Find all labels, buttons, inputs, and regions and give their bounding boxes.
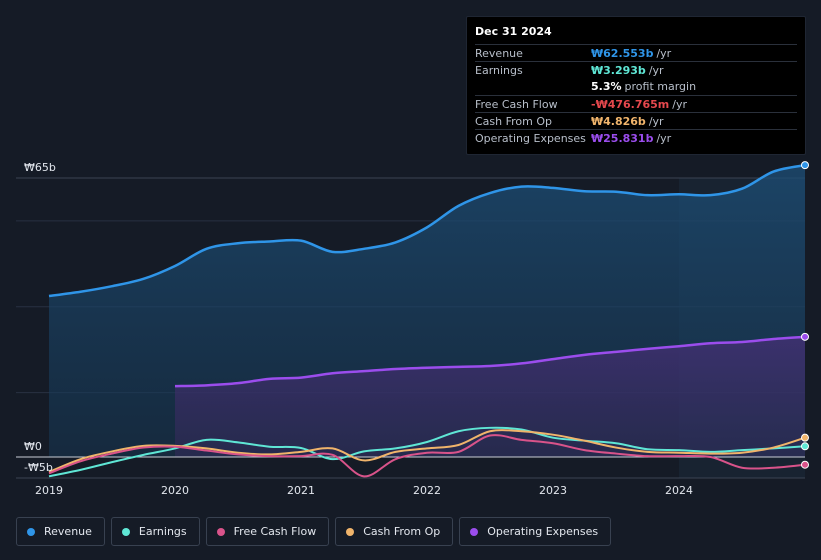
- legend-label: Revenue: [44, 525, 92, 538]
- tooltip-row-unit: profit margin: [624, 80, 697, 93]
- area-operating-expenses: [175, 336, 805, 457]
- x-tick-label: 2021: [287, 484, 315, 497]
- tooltip-row: Earnings ₩3.293b/yr: [475, 61, 797, 78]
- end-marker-earnings: [801, 442, 809, 451]
- tooltip-date: Dec 31 2024: [475, 25, 552, 38]
- legend-label: Operating Expenses: [487, 525, 599, 538]
- legend-dot-icon: [27, 527, 35, 536]
- tooltip-row-label: Cash From Op: [475, 114, 553, 128]
- legend-label: Cash From Op: [363, 525, 441, 538]
- tooltip-row-label: Revenue: [475, 46, 523, 60]
- y-tick-label: -₩5b: [24, 461, 53, 475]
- legend-dot-icon: [216, 527, 225, 536]
- legend-dot-icon: [346, 527, 355, 536]
- tooltip-row-value: ₩25.831b: [591, 131, 654, 145]
- legend-item-operating-expenses[interactable]: Operating Expenses: [459, 517, 612, 546]
- legend-label: Free Cash Flow: [233, 525, 317, 538]
- y-tick-label: ₩0: [24, 440, 42, 453]
- tooltip-row-value: -₩476.765m: [591, 97, 670, 111]
- tooltip-row-label: Operating Expenses: [475, 131, 586, 145]
- x-tick-label: 2022: [413, 484, 441, 497]
- line-operating-expenses: [174, 335, 806, 388]
- tooltip-row-value: ₩62.553b: [591, 46, 654, 60]
- tooltip-row: Free Cash Flow -₩476.765m/yr: [475, 95, 797, 112]
- legend-item-free-cash-flow[interactable]: Free Cash Flow: [205, 517, 330, 546]
- tooltip-row-unit: /yr: [656, 46, 672, 60]
- line-earnings: [48, 426, 806, 478]
- tooltip-row-label: Earnings: [475, 63, 523, 77]
- x-tick-label: 2023: [539, 484, 567, 497]
- end-marker-free-cash-flow: [801, 460, 809, 469]
- end-marker-cash-from-op: [801, 433, 809, 442]
- tooltip-row-label: Free Cash Flow: [475, 97, 558, 111]
- tooltip-row-unit: /yr: [656, 131, 672, 145]
- tooltip-row-unit: /yr: [648, 114, 664, 128]
- end-marker-revenue: [801, 161, 809, 170]
- end-marker-operating-expenses: [801, 332, 809, 341]
- legend-item-cash-from-op[interactable]: Cash From Op: [335, 517, 454, 546]
- tooltip-row-unit: /yr: [648, 63, 664, 77]
- line-revenue: [48, 163, 806, 298]
- tooltip-row-unit: /yr: [672, 97, 688, 111]
- legend-item-earnings[interactable]: Earnings: [110, 517, 200, 546]
- tooltip-row: Cash From Op ₩4.826b/yr: [475, 112, 797, 129]
- tooltip-row: Operating Expenses ₩25.831b/yr: [475, 129, 797, 146]
- x-tick-label: 2019: [35, 484, 63, 497]
- tooltip-row-value: ₩4.826b: [591, 114, 646, 128]
- y-tick-label: ₩65b: [24, 161, 56, 174]
- legend-dot-icon: [470, 527, 479, 536]
- line-free-cash-flow: [48, 434, 806, 478]
- legend-dot-icon: [121, 527, 130, 536]
- x-tick-label: 2024: [665, 484, 693, 497]
- tooltip-row-value: ₩3.293b: [591, 63, 646, 77]
- tooltip-row-value: 5.3%: [591, 80, 622, 93]
- legend: Revenue Earnings Free Cash Flow Cash From O…: [16, 517, 612, 546]
- legend-item-revenue[interactable]: Revenue: [16, 517, 105, 546]
- tooltip-row: 5.3% profit margin: [475, 78, 797, 95]
- legend-label: Earnings: [138, 525, 187, 538]
- tooltip: Dec 31 2024 Revenue ₩62.553b/yr Earnings ₩3…: [466, 16, 806, 155]
- x-tick-label: 2020: [161, 484, 189, 497]
- tooltip-row: Revenue ₩62.553b/yr: [475, 44, 797, 61]
